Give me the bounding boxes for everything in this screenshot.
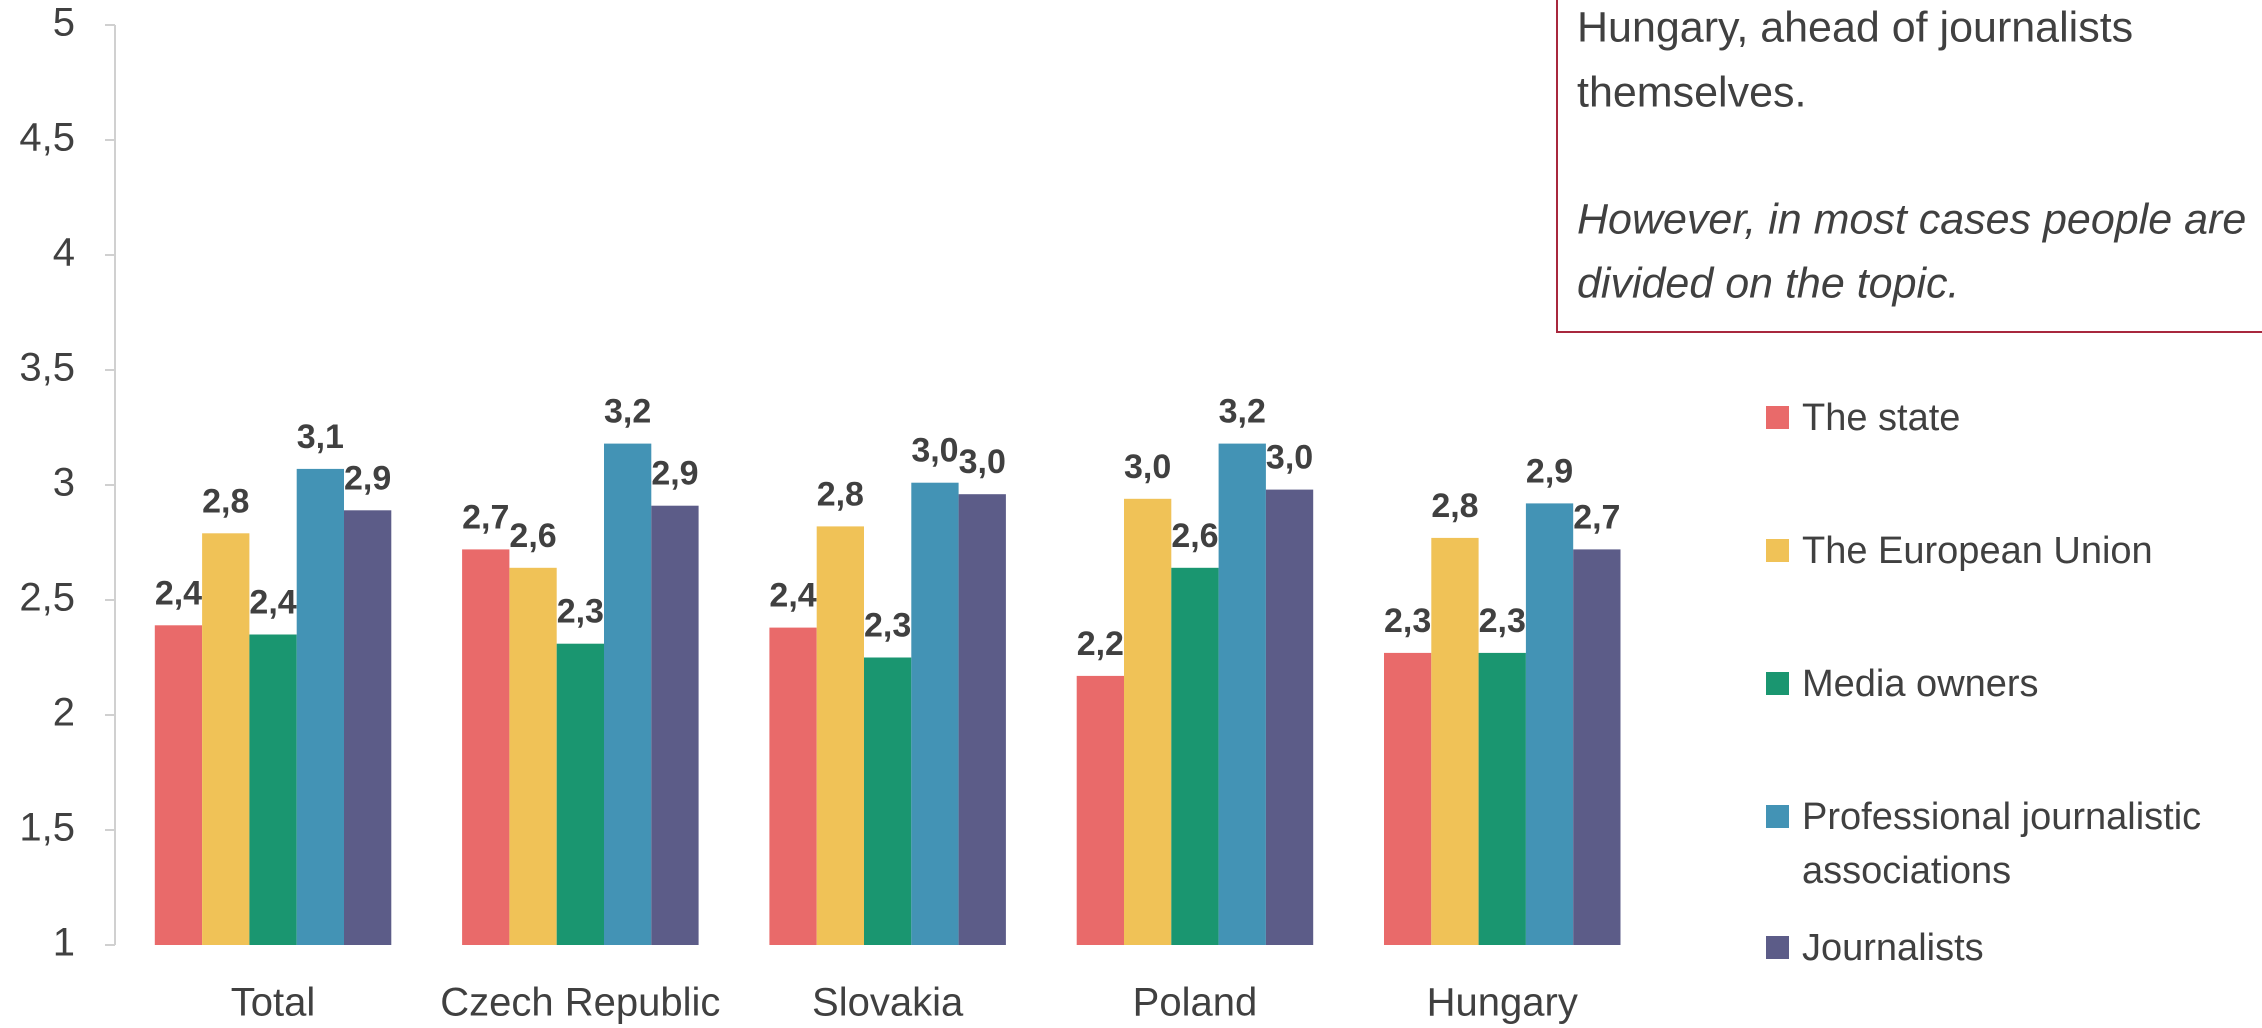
legend-item: Professional journalistic associations [1802, 796, 2202, 892]
value-label: 2,4 [769, 577, 816, 615]
bar [1124, 498, 1172, 945]
bar [911, 482, 959, 945]
bar [1265, 489, 1314, 945]
value-label: 2,6 [1171, 517, 1218, 555]
bar [1384, 652, 1432, 945]
y-tick-label: 1,5 [19, 806, 75, 850]
value-label: 2,7 [1573, 498, 1620, 536]
y-tick-label: 5 [53, 1, 75, 45]
x-tick-label: Czech Republic [440, 981, 720, 1025]
bar [249, 634, 297, 945]
value-label: 2,8 [1431, 487, 1478, 525]
annotation-text: However, in most cases people are [1577, 195, 2246, 243]
value-label: 3,0 [959, 443, 1006, 481]
value-label: 3,2 [604, 393, 651, 431]
y-tick-label: 3 [53, 461, 75, 505]
legend-item: Journalists [1802, 927, 1984, 969]
annotation-box [1556, 0, 2262, 333]
bar [1218, 443, 1266, 945]
y-tick-label: 1 [53, 921, 75, 965]
value-label: 3,2 [1219, 393, 1266, 431]
value-label: 3,0 [911, 432, 958, 470]
value-label: 2,6 [509, 517, 556, 555]
value-label: 2,3 [864, 606, 911, 644]
bar [1171, 567, 1219, 945]
legend-swatch [1766, 672, 1789, 695]
legend-label: Journalists [1802, 927, 1984, 969]
bar [154, 625, 203, 945]
value-label: 2,9 [651, 455, 698, 493]
y-tick-label: 3,5 [19, 346, 75, 390]
bar [1431, 537, 1479, 945]
value-label: 2,9 [1526, 452, 1573, 490]
bar [604, 443, 652, 945]
bar [651, 505, 699, 945]
annotation-text: themselves. [1577, 68, 1806, 116]
bar [1076, 675, 1124, 945]
legend-label: The European Union [1802, 530, 2153, 572]
value-label: 2,8 [202, 482, 249, 520]
value-label: 2,3 [557, 593, 604, 631]
bar [1573, 549, 1621, 945]
bar [816, 526, 864, 945]
legend-label: Media owners [1802, 663, 2039, 705]
value-label: 3,1 [297, 418, 344, 456]
x-tick-label: Hungary [1427, 981, 1578, 1025]
value-label: 2,9 [344, 459, 391, 497]
value-label: 2,8 [817, 475, 864, 513]
y-tick-label: 2,5 [19, 576, 75, 620]
bar [769, 627, 817, 945]
legend-item: The European Union [1802, 530, 2153, 572]
x-tick-label: Slovakia [812, 981, 964, 1025]
annotation-text: Hungary, ahead of journalists [1577, 3, 2133, 51]
bar [344, 510, 392, 945]
value-label: 3,0 [1266, 439, 1313, 477]
bar [509, 567, 557, 945]
bar [864, 657, 912, 945]
bar [296, 468, 344, 945]
bar [1525, 503, 1574, 945]
value-label: 3,0 [1124, 448, 1171, 486]
value-label: 2,2 [1077, 625, 1124, 663]
legend-swatch [1766, 936, 1789, 959]
y-tick-label: 4,5 [19, 116, 75, 160]
bar [958, 494, 1006, 945]
value-label: 2,3 [1479, 602, 1526, 640]
legend-swatch [1766, 805, 1789, 828]
bar [1478, 652, 1526, 945]
y-tick-label: 4 [53, 231, 75, 275]
legend-swatch [1766, 539, 1789, 562]
value-label: 2,4 [155, 574, 202, 612]
x-tick-label: Total [231, 981, 316, 1025]
legend-label: The state [1802, 397, 1961, 439]
value-label: 2,4 [249, 583, 296, 621]
legend-swatch [1766, 406, 1789, 429]
bar [202, 533, 250, 945]
bar [462, 549, 510, 945]
legend-item: The state [1802, 397, 1961, 439]
legend-label: Professional journalistic associations [1802, 796, 2202, 892]
x-tick-label: Poland [1133, 981, 1258, 1025]
bar [556, 643, 604, 945]
legend-item: Media owners [1802, 663, 2039, 705]
value-label: 2,3 [1384, 602, 1431, 640]
value-label: 2,7 [462, 498, 509, 536]
y-tick-label: 2 [53, 691, 75, 735]
annotation-text: divided on the topic. [1577, 259, 1960, 307]
